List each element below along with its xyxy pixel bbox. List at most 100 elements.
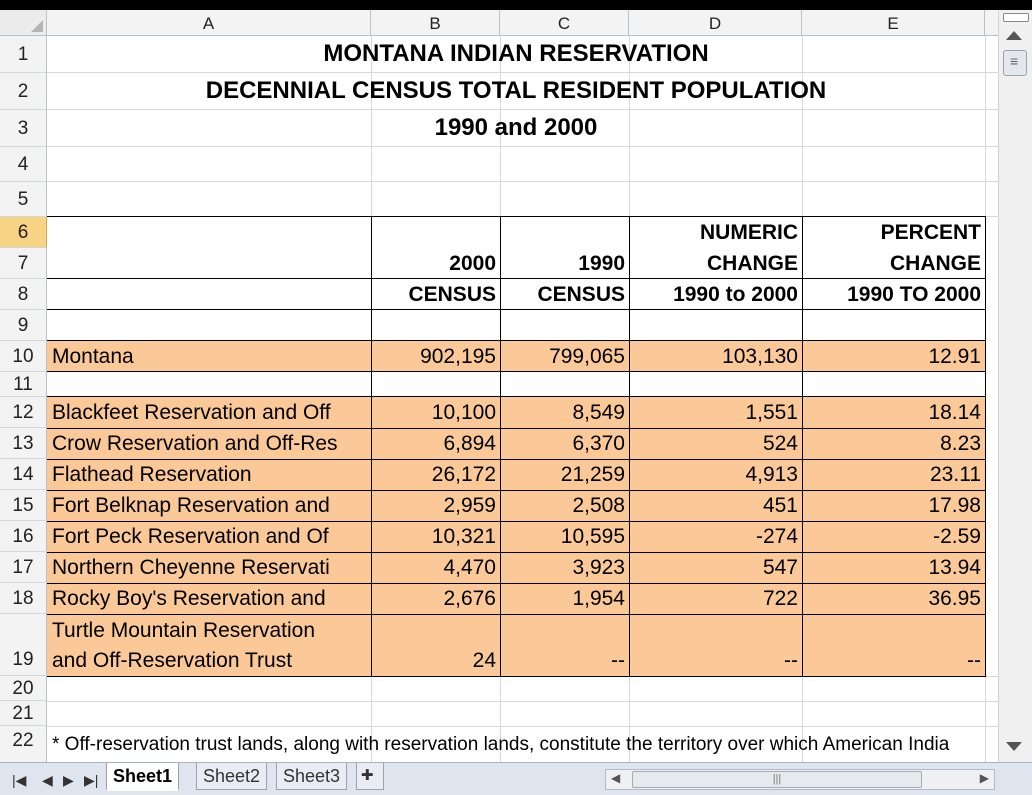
next-sheet-icon[interactable]: ▶ [63,772,74,788]
row-header-15[interactable]: 15 [0,490,47,521]
reservation-name: Rocky Boy's Reservation and [52,587,326,610]
turtle-numeric: -- [784,649,798,672]
row-header-13[interactable]: 13 [0,428,47,459]
select-all-button[interactable] [0,10,47,35]
column-header-e[interactable]: E [802,10,985,35]
montana-name: Montana [52,345,134,368]
reservation-1990: 1,954 [572,587,625,610]
header-2000: 2000 [449,252,496,275]
header-1990-to-2000-e: 1990 TO 2000 [847,283,981,306]
title-line-2: DECENNIAL CENSUS TOTAL RESIDENT POPULATI… [205,77,827,104]
horizontal-scroll-thumb[interactable]: ||| [632,771,922,788]
row-header-2[interactable]: 2 [0,73,47,110]
scroll-left-icon[interactable]: ◀ [611,771,621,785]
row-header-3[interactable]: 3 [0,110,47,147]
header-numeric: NUMERIC [700,221,798,244]
horizontal-scrollbar[interactable]: ◀ ||| ▶ [605,769,995,790]
reservation-numeric: 547 [762,556,798,579]
row-header-16[interactable]: 16 [0,521,47,552]
prev-sheet-icon[interactable]: ◀ [42,772,53,788]
reservation-1990: 21,259 [560,463,625,486]
spreadsheet-window: A B C D E 1 2 3 4 5 6 7 8 9 10 11 12 13 … [0,10,1032,795]
column-header-bar: A B C D E [0,10,998,36]
row-header-10[interactable]: 10 [0,341,47,372]
row-header-5[interactable]: 5 [0,182,47,217]
row-header-19[interactable]: 19 [0,614,47,676]
row-header-17[interactable]: 17 [0,552,47,583]
row-header-7[interactable]: 7 [0,248,47,279]
column-header-c[interactable]: C [500,10,629,35]
reservation-name: Northern Cheyenne Reservati [52,556,330,579]
header-change-e: CHANGE [889,252,981,275]
tab-sheet2[interactable]: Sheet2 [196,763,268,790]
reservation-name: Fort Peck Reservation and Of [52,525,329,548]
reservation-2000: 2,676 [443,587,496,610]
scroll-up-icon[interactable] [1006,31,1022,40]
row-header-11[interactable]: 11 [0,372,47,397]
row-header-20[interactable]: 20 [0,676,47,701]
reservation-2000: 4,470 [443,556,496,579]
reservation-1990: 3,923 [572,556,625,579]
row-header-8[interactable]: 8 [0,279,47,310]
reservation-2000: 6,894 [443,432,496,455]
row-header-22[interactable]: 22 [0,726,47,765]
reservation-rows-fill [47,397,985,676]
column-header-a[interactable]: A [47,10,371,35]
turtle-name-line-2: and Off-Reservation Trust [52,649,293,672]
reservation-percent: 8.23 [940,432,981,455]
reservation-numeric: 1,551 [745,401,798,424]
split-handle-icon[interactable] [1003,13,1029,22]
reservation-numeric: 4,913 [745,463,798,486]
tab-sheet1[interactable]: Sheet1 [106,763,180,791]
reservation-2000: 2,959 [443,494,496,517]
title-line-1: MONTANA INDIAN RESERVATION [323,40,709,67]
row-header-18[interactable]: 18 [0,583,47,614]
first-sheet-icon[interactable]: |◀ [12,772,27,788]
reservation-1990: 10,595 [560,525,625,548]
column-header-b[interactable]: B [371,10,500,35]
montana-percent: 12.91 [928,345,981,368]
montana-numeric: 103,130 [722,345,798,368]
montana-1990: 799,065 [549,345,625,368]
reservation-numeric: -274 [755,525,798,548]
cell-grid[interactable]: MONTANA INDIAN RESERVATION DECENNIAL CEN… [47,36,998,765]
scroll-right-icon[interactable]: ▶ [979,771,989,785]
turtle-percent: -- [967,649,981,672]
header-change-d: CHANGE [706,252,798,275]
footnote: * Off-reservation trust lands, along wit… [52,734,950,755]
reservation-name: Fort Belknap Reservation and [52,494,330,517]
row-header-14[interactable]: 14 [0,459,47,490]
montana-2000: 902,195 [420,345,496,368]
reservation-2000: 26,172 [431,463,496,486]
row-header-9[interactable]: 9 [0,310,47,341]
turtle-name-line-1: Turtle Mountain Reservation [52,619,316,642]
reservation-numeric: 722 [762,587,798,610]
row-header-12[interactable]: 12 [0,397,47,428]
reservation-percent: -2.59 [933,525,981,548]
header-1990: 1990 [578,252,625,275]
reservation-numeric: 451 [762,494,798,517]
header-census-b: CENSUS [408,283,496,306]
reservation-percent: 18.14 [928,401,981,424]
tab-sheet3[interactable]: Sheet3 [276,763,348,790]
reservation-name: Crow Reservation and Off-Res [52,432,338,455]
reservation-percent: 13.94 [928,556,981,579]
reservation-name: Flathead Reservation [52,463,252,486]
header-percent: PERCENT [880,221,981,244]
reservation-percent: 36.95 [928,587,981,610]
vertical-scroll-thumb[interactable] [1003,50,1027,76]
header-census-c: CENSUS [537,283,625,306]
reservation-2000: 10,321 [431,525,496,548]
last-sheet-icon[interactable]: ▶| [84,772,99,788]
sheet-tab-bar: |◀ ◀ ▶ ▶| Sheet1 Sheet2 Sheet3 ✚ ◀ ||| ▶ [0,762,1032,795]
insert-sheet-icon[interactable]: ✚ [356,763,384,790]
reservation-percent: 23.11 [930,463,981,486]
row-header-4[interactable]: 4 [0,147,47,182]
row-header-1[interactable]: 1 [0,36,47,73]
row-header-21[interactable]: 21 [0,701,47,726]
reservation-1990: 8,549 [572,401,625,424]
vertical-scrollbar[interactable] [998,10,1032,765]
row-header-6[interactable]: 6 [0,217,47,248]
scroll-down-icon[interactable] [1006,742,1022,751]
column-header-d[interactable]: D [629,10,802,35]
